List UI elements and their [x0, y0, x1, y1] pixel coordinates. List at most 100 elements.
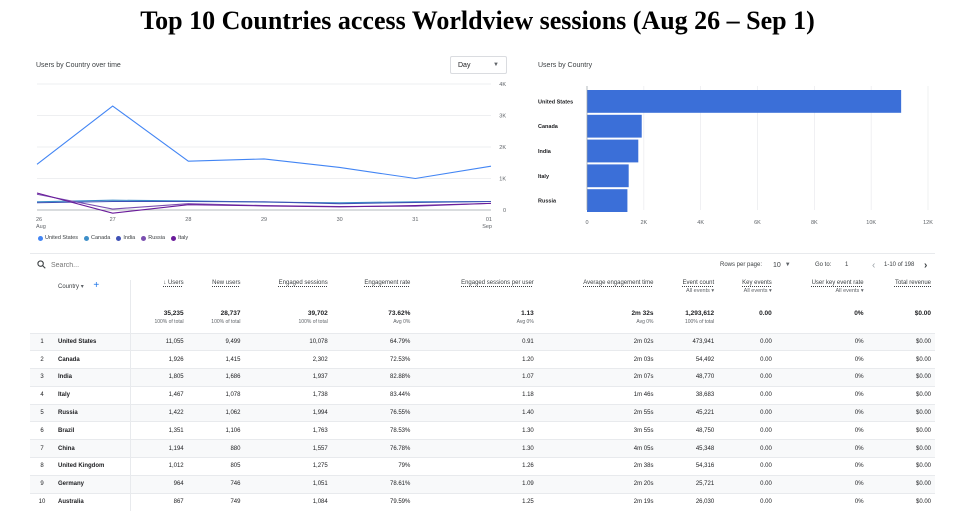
column-header-label: Average engagement time — [583, 280, 654, 286]
search-input[interactable] — [51, 259, 251, 271]
y-tick-label: 3K — [499, 114, 506, 120]
metric-cell: 1,467 — [130, 385, 188, 405]
table-row[interactable]: 7 China 1,194 880 1,557 76.78% 1.30 4m 05s 45,34… — [30, 439, 935, 458]
y-tick-label: 0 — [503, 208, 506, 214]
legend-label: Italy — [178, 235, 189, 241]
column-header[interactable]: User key event rate All events ▾ — [776, 280, 868, 305]
x-tick-label: 29 — [261, 217, 267, 223]
table-row[interactable]: 3 India 1,805 1,686 1,937 82.88% 1.07 2m 07s 48,… — [30, 368, 935, 387]
metric-cell: 48,750 — [657, 421, 719, 440]
metric-cell: 25,721 — [657, 474, 719, 494]
country-header[interactable]: Country ▾ + — [54, 280, 131, 305]
column-header[interactable]: Total revenue — [868, 280, 935, 305]
column-header[interactable]: ↓ Users — [130, 280, 188, 305]
rows-per-page: Rows per page: — [720, 259, 762, 271]
metric-cell: 79.59% — [331, 492, 415, 511]
table-row[interactable]: 9 Germany 964 746 1,051 78.61% 1.09 2m 20s 25,72… — [30, 474, 935, 494]
series-line-italy — [36, 192, 492, 214]
table-row[interactable]: 5 Russia 1,422 1,062 1,994 76.55% 1.40 2m 55s 45… — [30, 403, 935, 422]
country-cell[interactable]: Australia — [54, 492, 131, 511]
legend-item[interactable]: United States — [38, 235, 78, 241]
column-header[interactable]: Event count All events ▾ — [657, 280, 718, 305]
table-row[interactable]: 2 Canada 1,926 1,415 2,302 72.53% 1.20 2m 03s 54… — [30, 350, 935, 369]
table-row[interactable]: 1 United States 11,055 9,499 10,078 64.79% 0.9… — [30, 332, 935, 351]
line-chart-title: Users by Country over time — [36, 62, 121, 69]
legend-item[interactable]: India — [116, 235, 135, 241]
metric-cell: 10,078 — [244, 332, 332, 351]
search-icon[interactable] — [37, 260, 46, 269]
metric-cell: 11,055 — [130, 332, 188, 351]
metric-cell: 2m 03s — [537, 350, 658, 369]
metric-cell: 0% — [775, 474, 868, 494]
metric-cell: $0.00 — [867, 457, 935, 476]
metric-cell: 0% — [775, 421, 868, 440]
column-header-label: Engaged sessions — [278, 280, 328, 286]
granularity-select[interactable]: Day ▼ — [450, 56, 507, 74]
country-cell[interactable]: United Kingdom — [54, 457, 131, 476]
metric-cell: 0% — [775, 350, 868, 369]
column-header[interactable]: Engagement rate — [332, 280, 415, 305]
table-row[interactable]: 10 Australia 867 749 1,084 79.59% 1.25 2m 19s 26… — [30, 492, 935, 511]
metric-cell: 2m 19s — [537, 492, 658, 511]
x-tick-label: 27 — [110, 217, 116, 223]
legend-item[interactable]: Russia — [141, 235, 165, 241]
legend-item[interactable]: Italy — [171, 235, 188, 241]
country-cell[interactable]: Germany — [54, 474, 131, 494]
column-header[interactable]: Engaged sessions — [244, 280, 331, 305]
column-header-filter[interactable]: All events ▾ — [686, 288, 715, 294]
total-cell: 0% — [854, 310, 864, 317]
x-tick-label: 31 — [412, 217, 418, 223]
column-header[interactable]: New users — [188, 280, 245, 305]
country-cell[interactable]: China — [54, 439, 131, 458]
y-tick-label: 1K — [499, 177, 506, 183]
column-header[interactable]: Key events All events ▾ — [718, 280, 776, 305]
metric-cell: 2m 07s — [537, 368, 658, 387]
country-cell[interactable]: Canada — [54, 350, 131, 369]
next-page-icon[interactable]: › — [924, 259, 928, 271]
table-row[interactable]: 8 United Kingdom 1,012 805 1,275 79% 1.26 2m 38… — [30, 457, 935, 476]
metric-cell: 79% — [331, 457, 415, 476]
metric-cell: 82.88% — [331, 368, 415, 387]
series-line-india — [36, 200, 492, 205]
metric-cell: 0% — [775, 332, 868, 351]
table-row[interactable]: 6 Brazil 1,351 1,106 1,763 78.53% 1.30 3m 55s 48… — [30, 421, 935, 440]
metric-cell: 1,194 — [130, 439, 188, 458]
rows-per-page-select[interactable]: 10 ▼ — [773, 259, 791, 271]
metric-cell: 0% — [775, 457, 868, 476]
goto-input[interactable]: 1 — [845, 262, 849, 268]
bar-chart-title: Users by Country — [538, 62, 593, 69]
metric-cell: $0.00 — [867, 385, 935, 405]
column-header[interactable]: Average engagement time — [538, 280, 658, 305]
metric-cell: $0.00 — [867, 368, 935, 387]
x-tick-month: Sep — [482, 224, 492, 230]
legend-label: Russia — [148, 235, 166, 241]
country-header-label: Country — [58, 284, 80, 290]
column-header[interactable]: Engaged sessions per user — [414, 280, 537, 305]
column-header-filter[interactable]: All events ▾ — [835, 288, 864, 294]
metric-cell: 867 — [130, 492, 188, 511]
column-header-label: Engaged sessions per user — [461, 280, 534, 286]
line-chart-legend: United States Canada India Russia Italy — [38, 235, 188, 241]
legend-item[interactable]: Canada — [84, 235, 110, 241]
prev-page-icon[interactable]: ‹ — [872, 259, 876, 271]
column-header-label: Event count — [682, 280, 715, 286]
country-cell[interactable]: Brazil — [54, 421, 131, 440]
add-dimension-icon[interactable]: + — [93, 280, 100, 291]
metric-cell: 0.00 — [718, 350, 776, 369]
country-cell[interactable]: India — [54, 368, 131, 387]
country-cell[interactable]: Russia — [54, 403, 131, 422]
metric-cell: 1,012 — [130, 457, 188, 476]
table-row[interactable]: 4 Italy 1,467 1,078 1,738 83.44% 1.18 1m 46s 38,… — [30, 385, 935, 405]
metric-cell: 54,316 — [657, 457, 719, 476]
metric-cell: 4m 05s — [537, 439, 658, 458]
metric-cell: 0% — [775, 385, 868, 405]
row-index: 7 — [30, 439, 54, 458]
goto-label: Go to: — [815, 262, 832, 268]
row-index: 5 — [30, 403, 54, 422]
country-cell[interactable]: Italy — [54, 385, 131, 405]
country-cell[interactable]: United States — [54, 332, 131, 351]
metric-cell: 749 — [187, 492, 245, 511]
metric-cell: 38,683 — [657, 385, 719, 405]
column-header-filter[interactable]: All events ▾ — [743, 288, 772, 294]
metric-cell: $0.00 — [867, 403, 935, 422]
